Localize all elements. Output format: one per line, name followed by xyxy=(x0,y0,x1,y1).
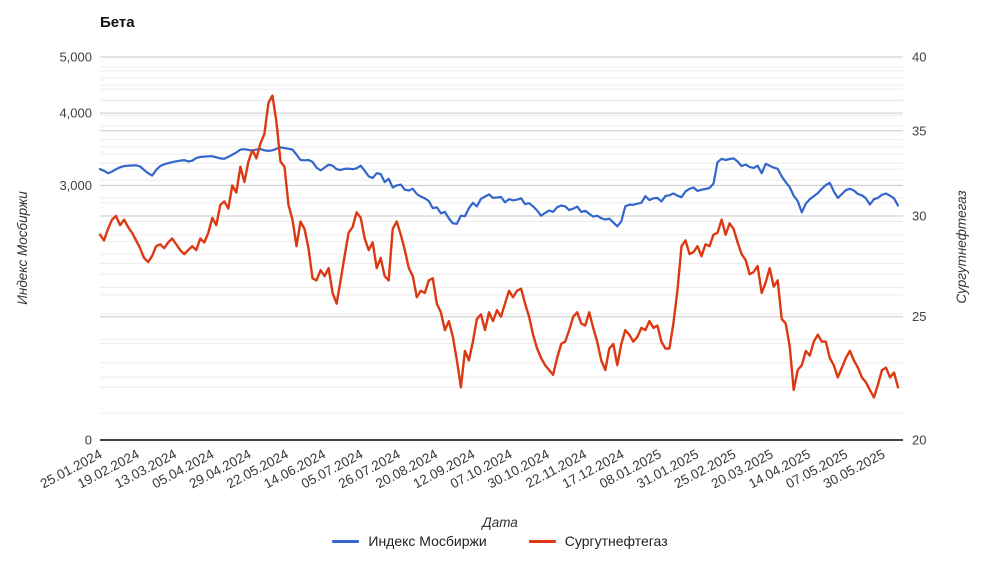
y-tick-label-right: 30 xyxy=(912,208,926,223)
left-axis-title: Индекс Мосбиржи xyxy=(15,191,30,305)
y-tick-label-right: 35 xyxy=(912,123,926,138)
right-axis-tick-labels: 40 35 30 25 20 xyxy=(912,50,926,448)
y-tick-label-right: 40 xyxy=(912,50,926,65)
legend-item-moex[interactable]: Индекс Мосбиржи xyxy=(332,533,487,549)
legend: Индекс Мосбиржи Сургутнефтегаз xyxy=(0,533,1000,549)
legend-item-surgut[interactable]: Сургутнефтегаз xyxy=(528,533,668,549)
series-lines xyxy=(98,94,900,399)
legend-line-swatch-moex xyxy=(332,539,360,543)
series-line-moex[interactable] xyxy=(98,146,900,228)
x-axis-title: Дата xyxy=(480,515,518,530)
legend-label-surgut: Сургутнефтегаз xyxy=(564,533,668,549)
right-axis-title: Сургутнефтегаз xyxy=(954,190,969,303)
gridlines xyxy=(100,56,903,441)
chart-title: Бета xyxy=(100,14,135,31)
y-tick-label-right: 20 xyxy=(912,433,926,448)
x-axis-tick-labels: 25.01.202419.02.202413.03.202405.04.2024… xyxy=(38,446,888,491)
left-axis-tick-labels: 5,000 4,000 3,000 0 xyxy=(59,50,92,448)
series-line-surgut[interactable] xyxy=(98,94,900,399)
y-tick-label-right: 25 xyxy=(912,309,926,324)
y-tick-label-left: 3,000 xyxy=(59,178,92,193)
legend-label-moex: Индекс Мосбиржи xyxy=(368,533,487,549)
y-tick-label-left: 4,000 xyxy=(59,106,92,121)
y-tick-label-left: 5,000 xyxy=(59,50,92,65)
y-tick-label-left: 0 xyxy=(85,433,92,448)
legend-line-swatch-surgut xyxy=(528,539,556,543)
